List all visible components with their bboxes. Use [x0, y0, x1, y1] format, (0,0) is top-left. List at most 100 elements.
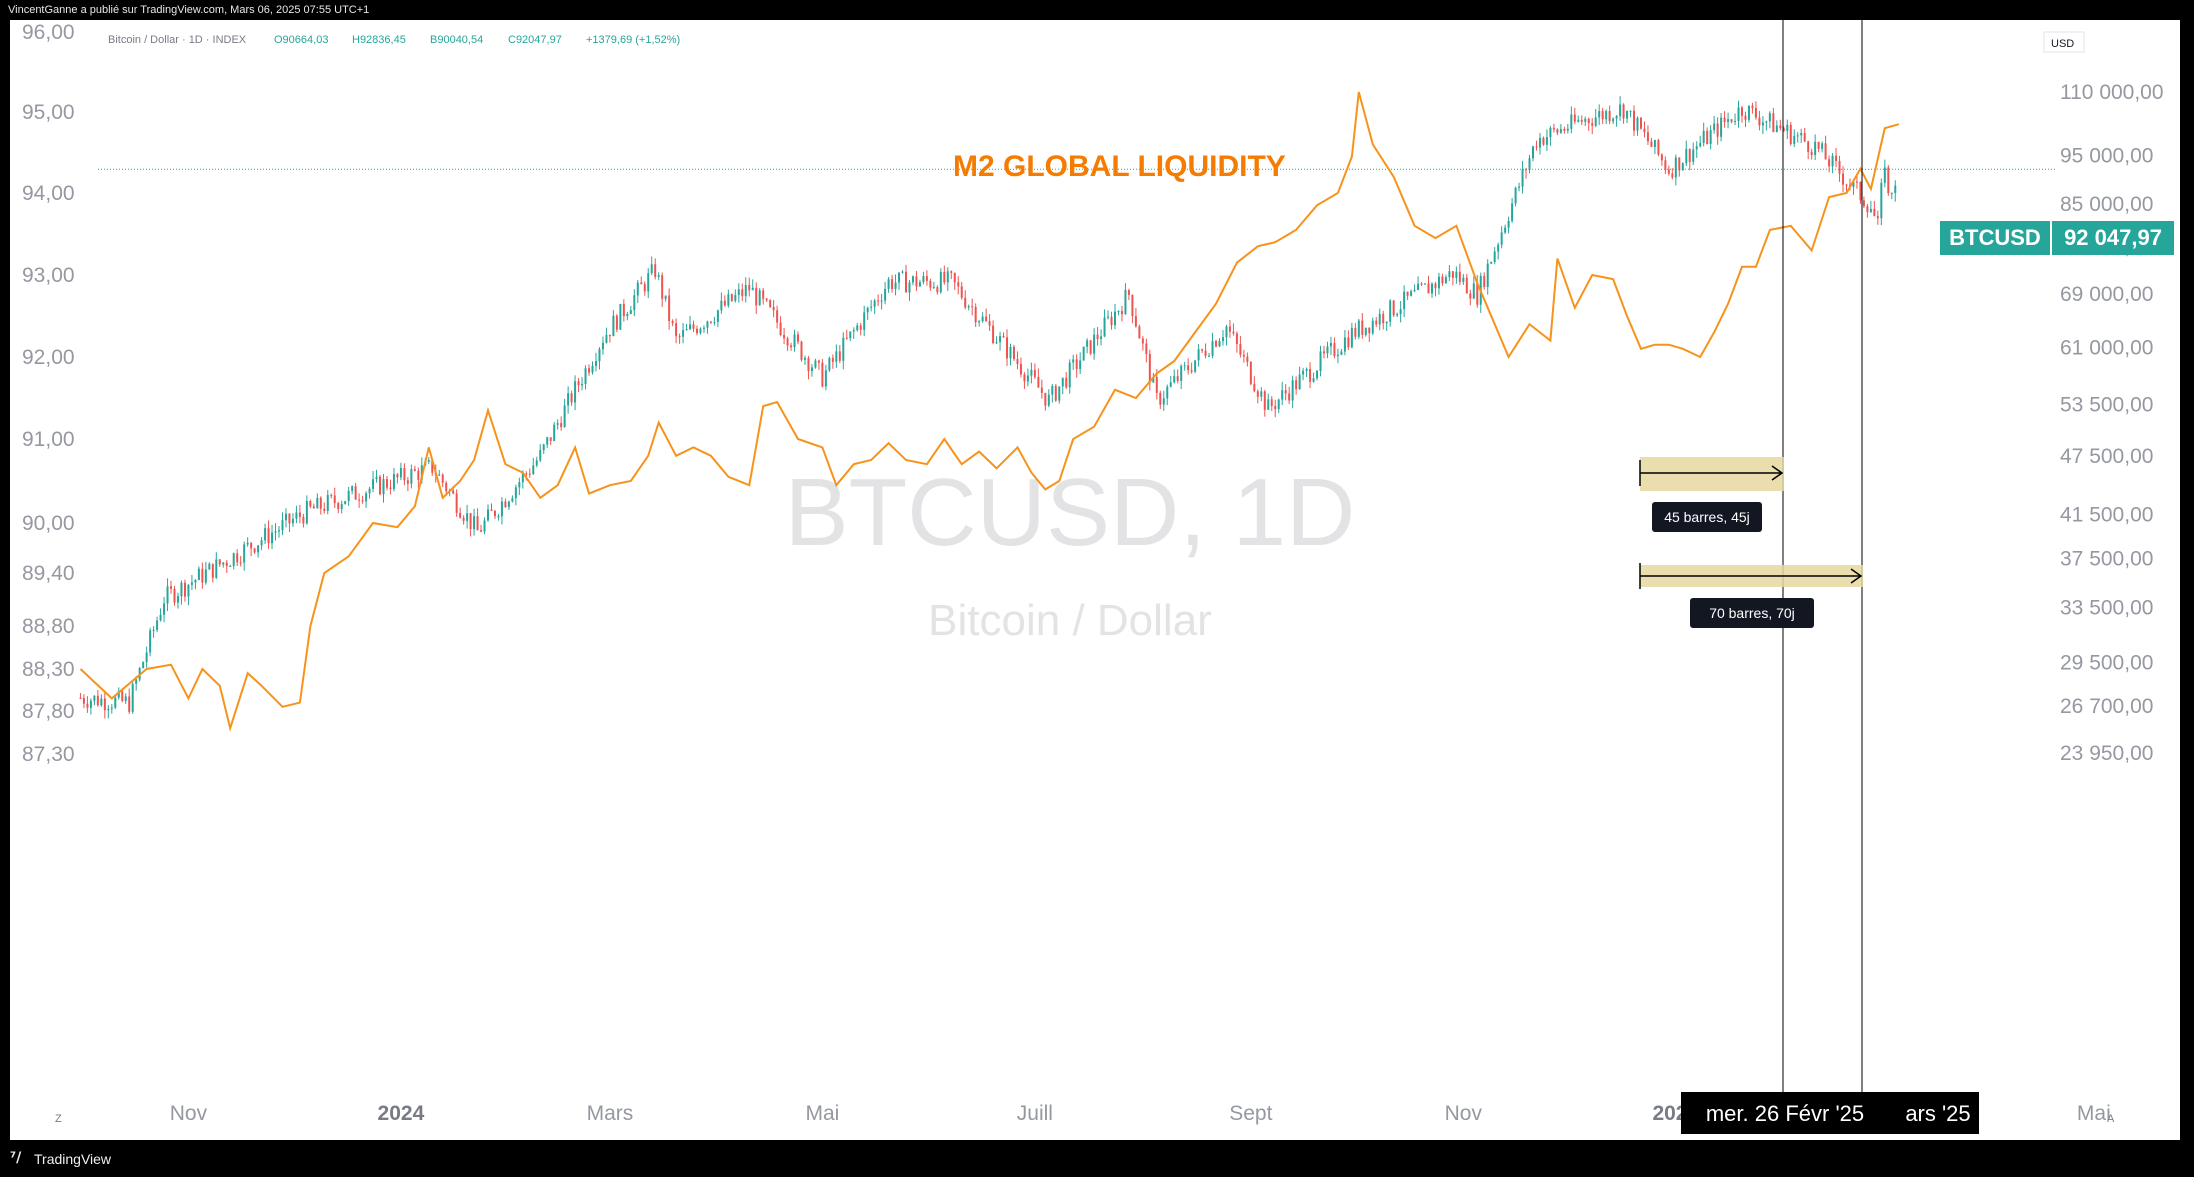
- candle-body: [1295, 380, 1298, 390]
- candle-body: [1782, 128, 1785, 132]
- measure-arrowhead-45: [1771, 465, 1784, 481]
- candle-body: [1187, 365, 1190, 371]
- candle-body: [1211, 341, 1214, 356]
- candle-body: [1674, 157, 1677, 178]
- candle-body: [744, 285, 747, 297]
- candle-body: [514, 487, 517, 499]
- legend-open: O90664,03: [274, 34, 328, 46]
- measure-tool-45[interactable]: 45 barres, 45j: [1639, 457, 1784, 532]
- candle-body: [1490, 262, 1493, 264]
- candle-body: [1389, 300, 1392, 322]
- candle-body: [1138, 326, 1141, 339]
- candle-body: [1786, 124, 1789, 132]
- measure-label-box-70: [1690, 598, 1814, 628]
- left-axis[interactable]: 96,00 95,00 94,00 93,00 92,00 91,00 90,00 89,40…: [22, 21, 75, 766]
- candle-body: [326, 495, 329, 511]
- candle-body: [417, 470, 420, 480]
- candle-body: [319, 497, 322, 509]
- left-tick-label: 90,00: [22, 512, 75, 535]
- candle-body: [396, 474, 399, 478]
- candle-body: [1789, 124, 1792, 145]
- candle-body: [1469, 293, 1472, 299]
- candle-body: [1336, 354, 1339, 357]
- measure-label-box-45: [1652, 502, 1762, 532]
- candle-body: [1103, 317, 1106, 337]
- candle-body: [1096, 334, 1099, 340]
- candle-body: [971, 306, 974, 308]
- candle-body: [1601, 111, 1604, 120]
- chart-svg[interactable]: BTCUSD, 1D Bitcoin / Dollar 96,00 95,00 94…: [10, 20, 2180, 1140]
- candle-body: [1169, 382, 1172, 387]
- left-tick-label: 87,80: [22, 700, 75, 723]
- tradingview-logo-icon[interactable]: ⁷/: [10, 1150, 22, 1166]
- candle-body: [737, 289, 740, 296]
- left-tick-label: 93,00: [22, 264, 75, 287]
- candle-body: [1880, 182, 1883, 219]
- watermark-description: Bitcoin / Dollar: [928, 596, 1212, 645]
- candle-body: [581, 383, 584, 386]
- candle-body: [1100, 336, 1103, 340]
- candle-body: [560, 423, 563, 428]
- candle-body: [1176, 376, 1179, 381]
- candle-body: [1124, 290, 1127, 315]
- legend[interactable]: Bitcoin / Dollar · 1D · INDEX O90664,03 …: [108, 34, 680, 46]
- footer-brand[interactable]: TradingView: [34, 1151, 112, 1167]
- currency-box[interactable]: [2043, 31, 2085, 53]
- candle-body: [1305, 368, 1308, 371]
- candle-body: [751, 287, 754, 291]
- candle-body: [1643, 128, 1646, 133]
- candle-body: [1117, 311, 1120, 313]
- candle-body: [427, 460, 430, 462]
- axis-corner-left[interactable]: Z: [55, 1113, 62, 1125]
- candle-body: [1215, 341, 1218, 347]
- candle-body: [542, 444, 545, 451]
- candle-body: [1110, 316, 1113, 326]
- measure-band-45: [1640, 457, 1784, 491]
- candle-body: [1065, 377, 1068, 388]
- candle-body: [918, 282, 921, 287]
- candle-body: [709, 321, 712, 323]
- candle-body: [936, 287, 939, 293]
- x-axis[interactable]: Nov 2024 Mars Mai Juill Sept Nov 2025 Mai: [170, 1102, 2111, 1125]
- axis-corner-right[interactable]: A: [2107, 1113, 2115, 1125]
- crosshair-date-bg: [1681, 1092, 1979, 1134]
- candle-body: [1768, 113, 1771, 122]
- measure-tool-70[interactable]: 70 barres, 70j: [1639, 563, 1863, 628]
- candle-body: [208, 563, 211, 570]
- candle-body: [1316, 370, 1319, 379]
- candle-body: [480, 530, 483, 532]
- candle-body: [1612, 118, 1615, 122]
- candle-body: [762, 290, 765, 299]
- candle-body: [225, 562, 228, 567]
- candle-body: [612, 315, 615, 337]
- candle-body: [1047, 394, 1050, 406]
- candle-body: [135, 679, 138, 684]
- candle-body: [1291, 380, 1294, 401]
- candle-body: [1061, 377, 1064, 387]
- watermark-symbol: BTCUSD, 1D: [785, 459, 1356, 566]
- candle-body: [1441, 276, 1444, 284]
- candle-body: [800, 341, 803, 360]
- candle-body: [1051, 385, 1054, 395]
- chart-panel[interactable]: BTCUSD, 1D Bitcoin / Dollar 96,00 95,00 94…: [10, 20, 2180, 1140]
- candle-body: [1706, 130, 1709, 145]
- crosshair-date-hidden: ars '25: [1905, 1101, 1970, 1126]
- candle-body: [431, 460, 434, 473]
- candle-body: [1542, 137, 1545, 145]
- candle-body: [1730, 119, 1733, 122]
- legend-close: C92047,97: [508, 34, 562, 46]
- candle-body: [689, 324, 692, 330]
- candle-body: [664, 295, 667, 299]
- candle-body: [493, 510, 496, 517]
- candle-body: [1040, 387, 1043, 393]
- candle-body: [1532, 146, 1534, 159]
- x-tick-label: Mai: [805, 1102, 839, 1125]
- candle-body: [1302, 370, 1305, 375]
- candle-body: [1173, 376, 1176, 383]
- candle-body: [946, 271, 949, 283]
- candle-body: [274, 531, 277, 533]
- candle-body: [365, 493, 368, 502]
- candle-body: [1639, 117, 1642, 129]
- candle-body: [1145, 343, 1148, 354]
